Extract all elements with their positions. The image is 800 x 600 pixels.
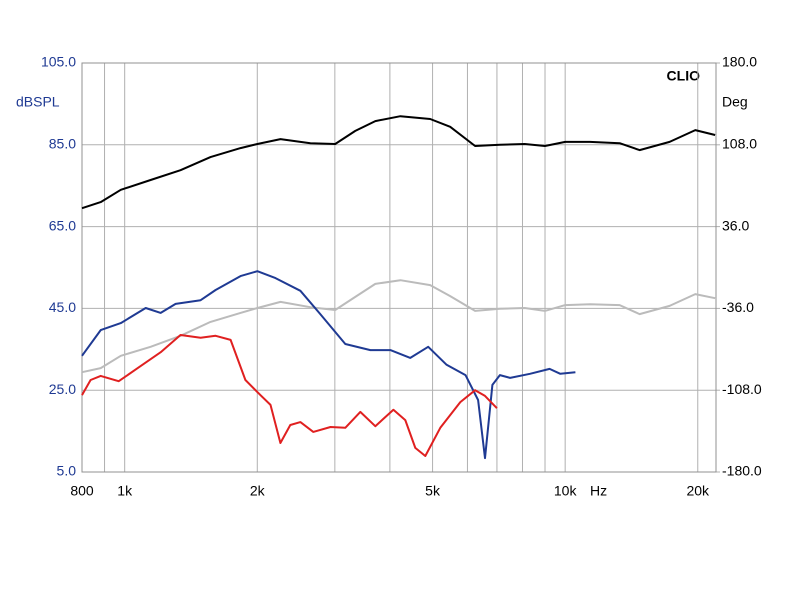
x-tick-label: 20k	[686, 483, 710, 499]
y2-axis-label: Deg	[722, 94, 748, 110]
y-tick-label: 45.0	[49, 299, 76, 315]
x-tick-label: 10k	[554, 483, 578, 499]
series-line	[81, 115, 716, 210]
y2-tick-label: -180.0	[722, 463, 762, 479]
y2-tick-label: -36.0	[722, 299, 754, 315]
y-tick-label: 105.0	[41, 54, 76, 70]
series-line	[81, 270, 576, 460]
x-tick-label: 5k	[425, 483, 441, 499]
x-tick-label: 1k	[117, 483, 133, 499]
plot-frame	[81, 62, 717, 473]
series-line	[81, 334, 498, 457]
y-tick-label: 85.0	[49, 136, 76, 152]
y-tick-label: 65.0	[49, 217, 76, 233]
y-tick-label: 25.0	[49, 381, 76, 397]
y2-tick-label: 108.0	[722, 136, 757, 152]
y2-tick-label: -108.0	[722, 381, 762, 397]
y2-tick-label: 180.0	[722, 54, 757, 70]
x-tick-label: 2k	[250, 483, 266, 499]
brand: CLIO	[667, 68, 701, 84]
x-axis-label: Hz	[590, 483, 607, 499]
y-tick-label: 5.0	[57, 463, 77, 479]
y2-tick-label: 36.0	[722, 217, 749, 233]
series-line	[81, 279, 716, 374]
y-axis-label: dBSPL	[16, 94, 60, 110]
x-tick-label: 800	[70, 483, 94, 499]
